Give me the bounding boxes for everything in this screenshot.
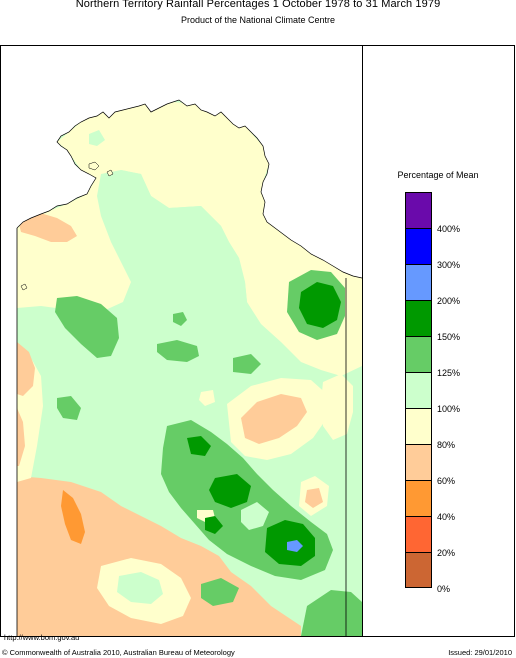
legend-swatch [405,228,432,264]
legend-swatch [405,192,432,228]
rainfall-map [16,99,362,636]
band-area [187,436,211,456]
band-area [17,212,77,242]
legend-tick-label: 150% [437,332,461,342]
legend-swatch [405,552,432,588]
band-area [305,488,323,508]
band-area [55,296,119,358]
band-area [199,268,233,300]
band-area [321,374,353,440]
copyright-notice: © Commonwealth of Australia 2010, Austra… [2,648,235,657]
legend-divider [362,45,363,637]
legend-swatch [405,516,432,552]
legend-tick-label: 200% [437,296,461,306]
map-subtitle: Product of the National Climate Centre [180,15,336,25]
band-area [201,578,239,606]
legend-tick-label: 60% [437,476,456,486]
legend-tick-label: 80% [437,440,456,450]
band-area [17,408,25,466]
band-area [57,396,81,420]
legend-swatch [405,372,432,408]
band-area [117,572,163,604]
map-title: Northern Territory Rainfall Percentages … [75,0,441,10]
legend-tick-label: 0% [437,584,451,594]
band-area [89,130,105,146]
legend-tick-label: 100% [437,404,461,414]
legend-colorbar [405,192,433,588]
legend-swatch [405,444,432,480]
coastline [16,99,362,279]
legend-tick-label: 40% [437,512,456,522]
legend-swatch [405,408,432,444]
legend-tick-label: 400% [437,224,461,234]
legend-tick-label: 300% [437,260,461,270]
band-area [209,474,251,508]
band-area [157,340,199,362]
legend-tick-label: 125% [437,368,461,378]
band-area [173,312,187,326]
band-area [205,516,223,534]
island [20,283,28,291]
band-area [287,540,303,552]
legend-tick-label: 20% [437,548,456,558]
band-area [233,354,261,374]
band-area [17,342,35,396]
island [106,169,114,177]
band-area [299,282,341,328]
band-area [199,390,215,406]
island [88,161,100,171]
legend-swatch [405,300,432,336]
band-area [241,502,269,530]
legend-title: Percentage of Mean [397,170,479,180]
legend-swatch [405,336,432,372]
map-frame [0,45,515,637]
legend-swatch [405,480,432,516]
band-area [241,394,307,444]
source-url[interactable]: http://www.bom.gov.au [4,633,80,642]
band-area [99,170,247,302]
legend-swatch [405,264,432,300]
band-area [301,590,362,636]
issued-date: Issued: 29/01/2010 [448,648,512,657]
band-area [61,490,85,544]
